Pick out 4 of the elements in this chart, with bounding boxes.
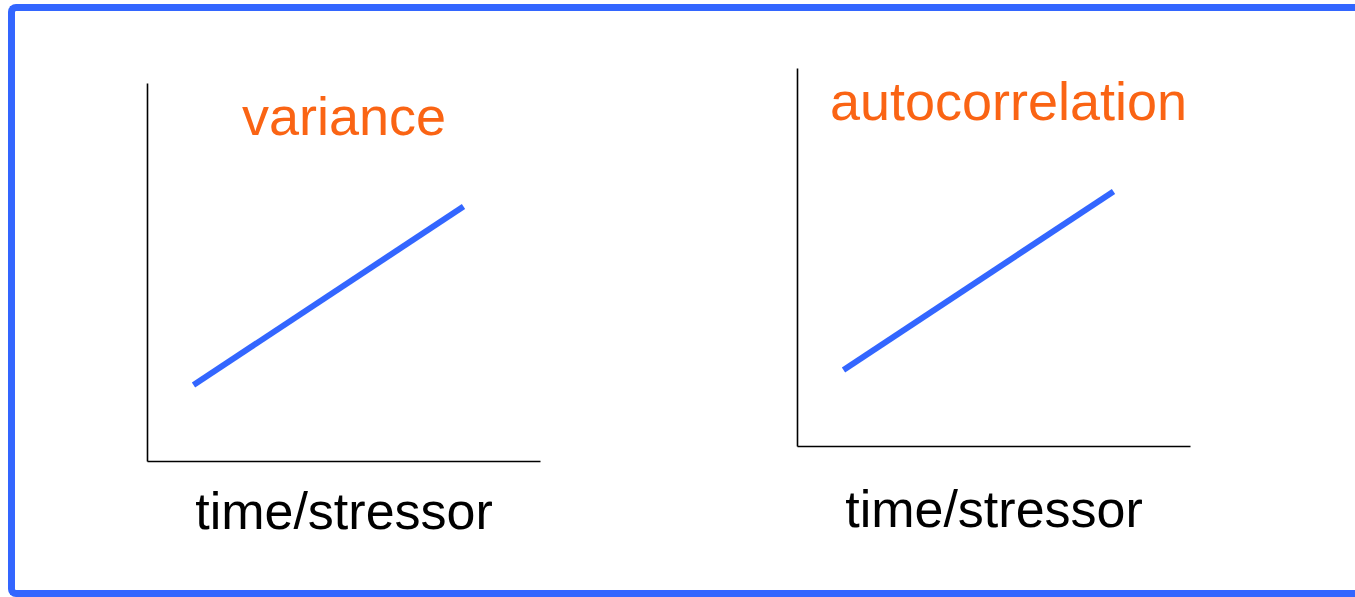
x-axis-title: time/stressor <box>845 479 1143 538</box>
chart-title: variance <box>241 85 447 146</box>
x-axis-title: time/stressor <box>195 481 493 540</box>
chart-title: autocorrelation <box>829 70 1188 131</box>
